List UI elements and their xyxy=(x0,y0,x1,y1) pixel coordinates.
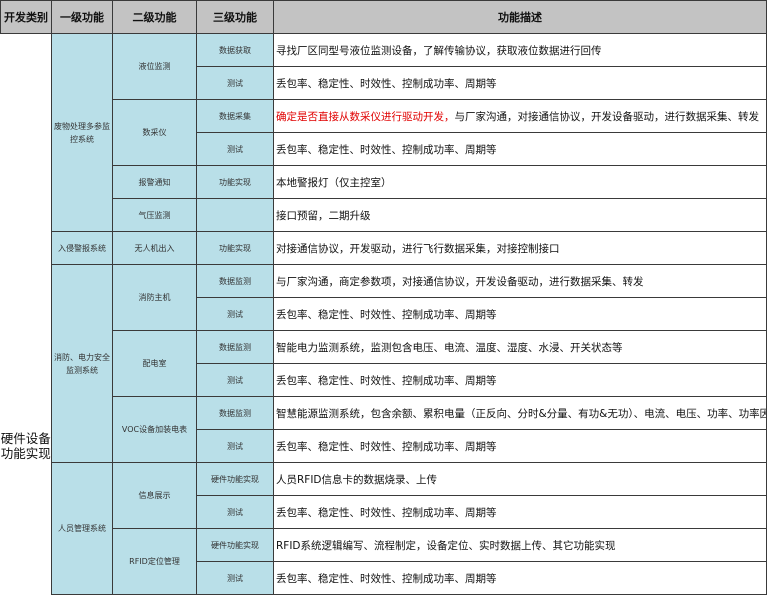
header-row: 开发类别 一级功能 二级功能 三级功能 功能描述 xyxy=(0,0,767,34)
level3-cell: 硬件功能实现 xyxy=(196,462,274,496)
description-cell: RFID系统逻辑编写、流程制定，设备定位、实时数据上传、其它功能实现 xyxy=(273,528,767,562)
table-row: 测试 丢包率、稳定性、时效性、控制成功率、周期等 xyxy=(1,363,767,397)
level3-cell: 测试 xyxy=(196,363,274,397)
description-cell: 丢包率、稳定性、时效性、控制成功率、周期等 xyxy=(273,132,767,166)
header-description: 功能描述 xyxy=(273,0,767,34)
description-cell: 对接通信协议，开发驱动，进行飞行数据采集，对接控制接口 xyxy=(273,231,767,265)
table-row: 消防、电力安全监测系统 消防主机 数据监测 与厂家沟通，商定参数项，对接通信协议… xyxy=(1,264,767,463)
description-cell: 丢包率、稳定性、时效性、控制成功率、周期等 xyxy=(273,66,767,100)
header-category: 开发类别 xyxy=(0,0,52,34)
table-row: 测试 丢包率、稳定性、时效性、控制成功率、周期等 xyxy=(1,132,767,166)
description-cell: 与厂家沟通，商定参数项，对接通信协议，开发设备驱动，进行数据采集、转发 xyxy=(273,264,767,298)
table-row: VOC设备加装电表 数据监测 智慧能源监测系统，包含余额、累积电量（正反向、分时… xyxy=(1,396,767,463)
level3-cell: 数据监测 xyxy=(196,396,274,430)
table-row: 人员管理系统 信息展示 硬件功能实现 人员RFID信息卡的数据烧录、上传 xyxy=(1,462,767,595)
table-row: 测试 丢包率、稳定性、时效性、控制成功率、周期等 xyxy=(1,429,767,463)
level1-cell: 消防、电力安全监测系统 xyxy=(51,264,113,463)
table-row: 配电室 数据监测 智能电力监测系统，监测包含电压、电流、温度、湿度、水浸、开关状… xyxy=(1,330,767,397)
level3-cell: 测试 xyxy=(196,66,274,100)
level3-cell: 测试 xyxy=(196,429,274,463)
level3-cell: 数据监测 xyxy=(196,264,274,298)
description-cell: 丢包率、稳定性、时效性、控制成功率、周期等 xyxy=(273,495,767,529)
level3-cell xyxy=(196,198,274,232)
description-cell: 丢包率、稳定性、时效性、控制成功率、周期等 xyxy=(273,363,767,397)
level2-cell: 数采仪 xyxy=(112,99,197,166)
table-row: 气压监测 接口预留，二期升级 xyxy=(1,198,767,232)
header-level3: 三级功能 xyxy=(196,0,274,34)
level3-cell: 测试 xyxy=(196,495,274,529)
level2-cell: 消防主机 xyxy=(112,264,197,331)
highlight-text: 确定是否直接从数采仪进行驱动开发， xyxy=(276,110,455,123)
description-cell: 确定是否直接从数采仪进行驱动开发，与厂家沟通，对接通信协议，开发设备驱动，进行数… xyxy=(273,99,767,133)
level3-cell: 测试 xyxy=(196,297,274,331)
level2-cell: VOC设备加装电表 xyxy=(112,396,197,463)
level1-cell: 人员管理系统 xyxy=(51,462,113,595)
category-cell: 硬件设备功能实现 xyxy=(0,33,52,595)
category-label: 硬件设备功能实现 xyxy=(0,431,51,461)
level3-cell: 数据监测 xyxy=(196,330,274,364)
level3-cell: 功能实现 xyxy=(196,231,274,265)
level2-cell: 信息展示 xyxy=(112,462,197,529)
description-cell: 丢包率、稳定性、时效性、控制成功率、周期等 xyxy=(273,561,767,595)
table-row: 报警通知 功能实现 本地警报灯（仅主控室） xyxy=(1,165,767,199)
level2-cell: 报警通知 xyxy=(112,165,197,199)
level1-cell: 入侵警报系统 xyxy=(51,231,113,265)
level2-cell: 无人机出入 xyxy=(112,231,197,265)
table-row: 入侵警报系统 无人机出入 功能实现 对接通信协议，开发驱动，进行飞行数据采集，对… xyxy=(1,231,767,265)
table-row: 测试 丢包率、稳定性、时效性、控制成功率、周期等 xyxy=(1,561,767,595)
header-level1: 一级功能 xyxy=(51,0,113,34)
level3-cell: 数据获取 xyxy=(196,33,274,67)
level3-cell: 功能实现 xyxy=(196,165,274,199)
description-cell: 丢包率、稳定性、时效性、控制成功率、周期等 xyxy=(273,429,767,463)
table-row: 数采仪 数据采集 确定是否直接从数采仪进行驱动开发，与厂家沟通，对接通信协议，开… xyxy=(1,99,767,166)
level3-cell: 硬件功能实现 xyxy=(196,528,274,562)
header-level2: 二级功能 xyxy=(112,0,197,34)
level2-cell: RFID定位管理 xyxy=(112,528,197,595)
level3-cell: 测试 xyxy=(196,561,274,595)
level3-cell: 数据采集 xyxy=(196,99,274,133)
description-cell: 丢包率、稳定性、时效性、控制成功率、周期等 xyxy=(273,297,767,331)
description-cell: 智慧能源监测系统，包含余额、累积电量（正反向、分时&分量、有功&无功）、电流、电… xyxy=(273,396,767,430)
level3-cell: 测试 xyxy=(196,132,274,166)
description-cell: 智能电力监测系统，监测包含电压、电流、温度、湿度、水浸、开关状态等 xyxy=(273,330,767,364)
table-row: 测试 丢包率、稳定性、时效性、控制成功率、周期等 xyxy=(1,66,767,100)
level1-cell: 废物处理多参监控系统 xyxy=(51,33,113,232)
description-cell: 本地警报灯（仅主控室） xyxy=(273,165,767,199)
description-cell: 接口预留，二期升级 xyxy=(273,198,767,232)
table-row: 硬件设备功能实现 废物处理多参监控系统 液位监测 数据获取 寻找厂区同型号液位监… xyxy=(0,33,767,595)
table-row: RFID定位管理 硬件功能实现 RFID系统逻辑编写、流程制定，设备定位、实时数… xyxy=(1,528,767,595)
level2-cell: 液位监测 xyxy=(112,33,197,100)
description-cell: 寻找厂区同型号液位监测设备，了解传输协议，获取液位数据进行回传 xyxy=(273,33,767,67)
level2-cell: 配电室 xyxy=(112,330,197,397)
level2-cell: 气压监测 xyxy=(112,198,197,232)
description-text: 与厂家沟通，对接通信协议，开发设备驱动，进行数据采集、转发 xyxy=(454,110,760,123)
description-cell: 人员RFID信息卡的数据烧录、上传 xyxy=(273,462,767,496)
